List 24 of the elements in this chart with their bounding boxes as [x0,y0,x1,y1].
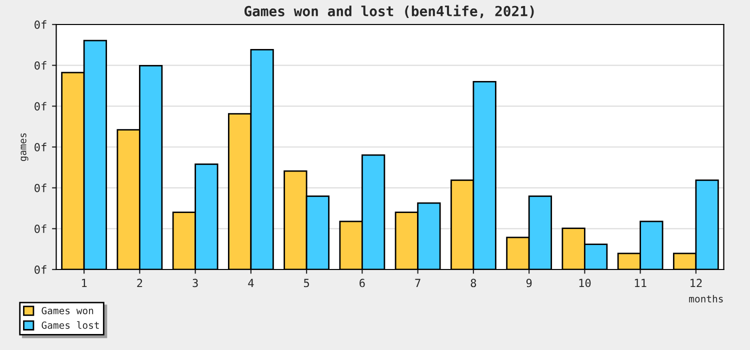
y-axis-title: games [20,133,28,162]
text: 0f [34,184,46,192]
x-tick-label: 10 [579,278,591,288]
x-tick-label: 11 [634,278,646,288]
legend-label: Games won [42,306,94,314]
text: 0f [34,142,46,152]
text: 0f [34,224,46,234]
x-tick-label: 2 [137,278,142,288]
x-tick-label: 12 [690,278,702,288]
x-tick-label: 8 [470,278,476,288]
x-tick-label: 6 [360,278,365,288]
text: 0f [34,102,46,111]
chart-title: Games won and lost (ben4life, 2021) [244,4,534,18]
legend-label: Games lost [42,321,99,329]
x-tick-label: 3 [192,278,198,288]
x-tick-label: 1 [82,278,87,288]
x-tick-label: 7 [415,278,420,288]
text: 0f [34,61,46,70]
x-tick-label: 9 [526,278,532,288]
text: 0f [34,265,46,274]
x-tick-label: 4 [248,278,254,288]
text: 0f [34,20,46,29]
x-tick-label: 5 [304,278,310,288]
x-axis-title: months [689,294,723,302]
